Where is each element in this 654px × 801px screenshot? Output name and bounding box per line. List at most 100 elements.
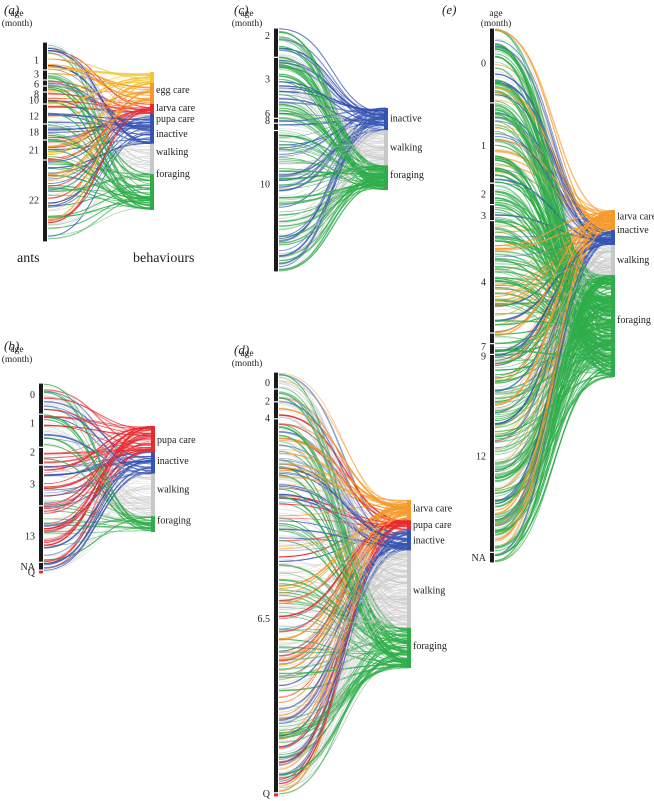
flow-pupa-care (43, 437, 154, 540)
flow-inactive (278, 423, 410, 536)
flow-foraging (47, 86, 153, 182)
flow-inactive (278, 486, 410, 551)
flow-walking (494, 273, 614, 408)
age-segment-13 (39, 506, 43, 562)
flow-walking (278, 616, 410, 723)
flow-larva-care (494, 91, 614, 218)
behaviour-nodes: larva care pupa care inactive walking foragi… (407, 500, 453, 668)
flow-walking (43, 506, 154, 539)
flow-walking (278, 155, 387, 261)
flow-inactive (43, 459, 154, 566)
age-segment-2 (274, 28, 278, 57)
axis-title-age: age (489, 9, 502, 19)
flow-foraging (278, 74, 387, 182)
flow-foraging (278, 466, 410, 666)
flow-lines (47, 42, 153, 240)
behaviour-label-inactive: inactive (617, 225, 649, 236)
flow-walking (43, 445, 154, 508)
flow-inactive (47, 127, 153, 133)
flow-foraging (47, 188, 153, 194)
age-label-2: 2 (481, 189, 486, 200)
age-label-3: 3 (30, 480, 35, 491)
flow-walking (278, 610, 410, 685)
flow-walking (47, 42, 153, 170)
age-label-4: 4 (481, 278, 486, 289)
flow-walking (494, 262, 614, 466)
node-inactive (150, 113, 154, 144)
age-segment-q (39, 570, 43, 574)
flow-inactive (494, 73, 614, 233)
behaviour-nodes: inactive walking foraging (384, 108, 424, 190)
flow-larva-care (494, 211, 614, 247)
flow-foraging (494, 100, 614, 327)
age-segment-18 (43, 124, 47, 140)
flow-foraging (47, 168, 153, 205)
node-foraging (150, 174, 154, 210)
flow-larva-care (47, 101, 153, 181)
flow-foraging (494, 181, 614, 304)
age-label-0: 0 (30, 390, 35, 401)
flow-foraging (494, 374, 614, 432)
age-segment-2 (274, 389, 278, 402)
age-segment-8 (274, 123, 278, 130)
flow-larva-care (278, 503, 410, 517)
age-label-22: 22 (29, 196, 39, 207)
flow-egg-care (47, 73, 153, 150)
behaviour-label-pupa-care: pupa care (156, 114, 195, 125)
flow-foraging (47, 77, 153, 196)
flow-foraging (47, 101, 153, 178)
flow-foraging (494, 276, 614, 312)
age-label-7: 7 (481, 342, 486, 353)
behaviour-label-walking: walking (617, 255, 649, 266)
flow-larva-care (278, 476, 410, 502)
node-pupa-care (407, 520, 411, 531)
flow-walking (278, 92, 387, 134)
flow-foraging (494, 111, 614, 359)
age-segment-12 (43, 104, 47, 124)
flow-walking (278, 624, 410, 726)
flow-walking (278, 552, 410, 710)
age-label-1: 1 (481, 141, 486, 152)
behaviour-label-foraging: foraging (390, 170, 424, 181)
flow-foraging (47, 166, 153, 189)
flow-larva-care (278, 518, 410, 575)
behaviour-label-larva-care: larva care (617, 212, 654, 223)
age-label-10: 10 (260, 180, 270, 191)
flow-inactive (47, 114, 153, 121)
flow-walking (278, 525, 410, 620)
age-label-4: 4 (265, 413, 270, 424)
age-label-13: 13 (25, 531, 35, 542)
flow-walking (278, 581, 410, 732)
age-label-10: 10 (29, 96, 39, 107)
flow-walking (494, 37, 614, 256)
flow-foraging (278, 579, 410, 649)
flow-walking (494, 262, 614, 274)
age-segment-1 (43, 42, 47, 70)
flow-walking (43, 468, 154, 501)
caption-behaviours: behaviours (133, 251, 194, 266)
behaviour-label-inactive: inactive (413, 535, 445, 546)
flow-foraging (494, 107, 614, 341)
flow-walking (43, 396, 154, 495)
flow-foraging (278, 174, 387, 244)
flow-lines (278, 28, 387, 272)
flow-walking (47, 171, 153, 225)
flow-foraging (47, 149, 153, 210)
node-pupa-care (151, 426, 155, 453)
flow-walking (278, 116, 387, 158)
age-segment-6 (43, 80, 47, 86)
behaviour-nodes: pupa care inactive walking foraging (151, 426, 196, 532)
axis-title-unit: (month) (232, 358, 263, 369)
flow-walking (278, 88, 387, 144)
flow-foraging (494, 320, 614, 326)
flow-inactive (43, 467, 154, 565)
flow-foraging (43, 414, 154, 530)
flow-inactive (494, 243, 614, 323)
age-segment-3 (39, 465, 43, 506)
flow-foraging (278, 103, 387, 179)
node-pupa-care (150, 103, 154, 114)
flow-foraging (494, 304, 614, 373)
flow-walking (278, 54, 387, 135)
